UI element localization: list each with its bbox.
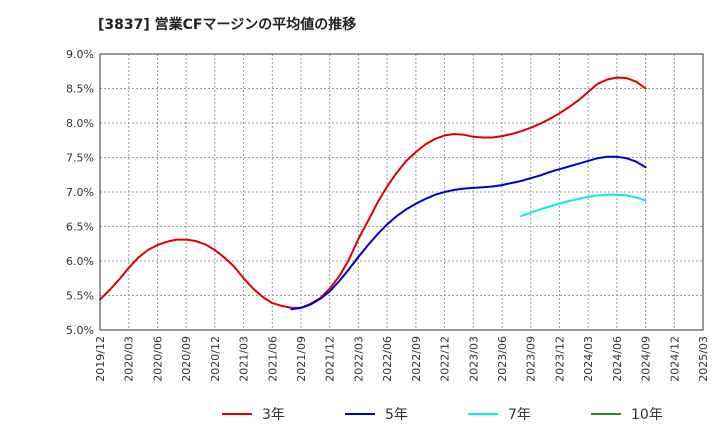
x-tick-label: 2022/06 [381,336,394,382]
chart-title: [3837] 営業CFマージンの平均値の推移 [98,17,357,33]
legend-label: 5年 [385,407,408,423]
legend-label: 10年 [631,407,663,423]
y-tick-label: 7.5% [66,152,94,165]
x-tick-label: 2022/09 [410,336,423,382]
x-tick-label: 2021/12 [324,336,337,382]
y-tick-label: 8.5% [66,83,94,96]
y-tick-label: 7.0% [66,186,94,199]
series-lines [99,76,647,311]
x-axis-ticks: 2019/12 2020/03 2020/06 2020/09 2020/12 2021/… [94,336,710,382]
legend: 3年 5年 7年 10年 [222,407,663,423]
x-tick-label: 2024/12 [668,336,681,382]
x-tick-label: 2020/03 [123,336,136,382]
legend-label: 3年 [262,407,285,423]
x-tick-label: 2021/09 [295,336,308,382]
y-tick-label: 5.5% [66,290,94,303]
y-tick-label: 5.0% [66,324,94,337]
x-tick-label: 2023/06 [496,336,509,382]
y-axis-ticks: 5.0% 5.5% 6.0% 6.5% 7.0% 7.5% 8.0% 8.5% 9.0% [66,48,94,337]
x-tick-label: 2022/03 [352,336,365,382]
x-tick-label: 2020/12 [209,336,222,382]
y-tick-label: 9.0% [66,48,94,61]
legend-label: 7年 [508,407,531,423]
x-tick-label: 2024/03 [582,336,595,382]
x-tick-label: 2022/12 [439,336,452,382]
series-line-3年 [99,76,647,309]
x-tick-label: 2020/09 [180,336,193,382]
x-tick-label: 2021/06 [266,336,279,382]
x-tick-label: 2021/03 [238,336,251,382]
x-tick-label: 2024/09 [640,336,653,382]
x-tick-label: 2020/06 [151,336,164,382]
x-tick-label: 2023/12 [553,336,566,382]
series-line-5年 [290,155,647,311]
x-tick-label: 2023/03 [467,336,480,382]
series-line-7年 [520,193,647,218]
y-tick-label: 8.0% [66,117,94,130]
x-tick-label: 2019/12 [94,336,107,382]
x-tick-label: 2024/06 [611,336,624,382]
x-tick-label: 2023/09 [525,336,538,382]
plot-frame [99,53,704,331]
y-tick-label: 6.5% [66,221,94,234]
x-tick-label: 2025/03 [697,336,710,382]
y-tick-label: 6.0% [66,255,94,268]
